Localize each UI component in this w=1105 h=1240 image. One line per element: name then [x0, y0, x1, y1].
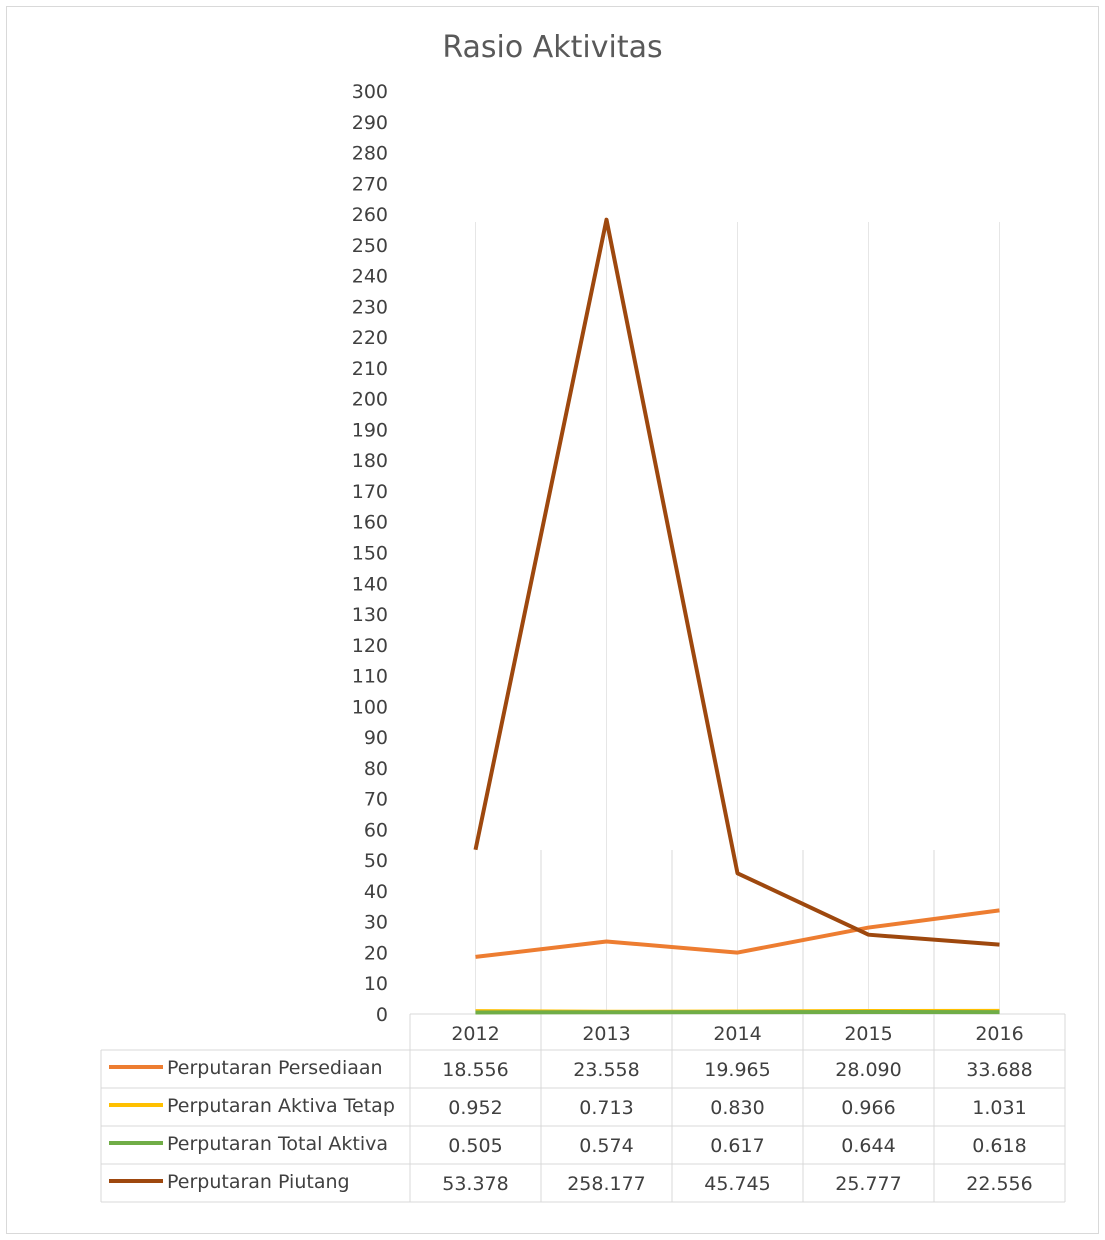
table-cell-value: 19.965	[704, 1059, 770, 1081]
table-cell-value: 0.617	[710, 1135, 764, 1157]
y-tick-label: 90	[364, 727, 388, 749]
y-tick-label: 290	[352, 112, 388, 134]
table-cell-value: 33.688	[966, 1059, 1032, 1081]
y-tick-label: 210	[352, 358, 388, 380]
y-tick-label: 260	[352, 204, 388, 226]
table-cell-value: 0.618	[972, 1135, 1026, 1157]
x-tick-label: 2013	[582, 1023, 630, 1045]
table-cell-value: 0.505	[448, 1135, 502, 1157]
table-cell-value: 0.574	[579, 1135, 633, 1157]
table-cell-value: 258.177	[567, 1173, 646, 1195]
legend-label: Perputaran Aktiva Tetap	[167, 1095, 395, 1117]
y-tick-label: 280	[352, 143, 388, 165]
y-tick-label: 240	[352, 266, 388, 288]
table-cell-value: 23.558	[573, 1059, 639, 1081]
y-tick-label: 170	[352, 481, 388, 503]
series-line	[475, 908, 1000, 959]
y-tick-label: 10	[364, 973, 388, 995]
x-tick-label: 2016	[975, 1023, 1023, 1045]
y-tick-label: 20	[364, 942, 388, 964]
table-cell-value: 0.952	[448, 1097, 502, 1119]
table-cell-value: 0.830	[710, 1097, 764, 1119]
table-cell-value: 25.777	[835, 1173, 901, 1195]
series-lines	[473, 217, 1000, 1015]
y-tick-label: 270	[352, 173, 388, 195]
x-tick-label: 2015	[844, 1023, 892, 1045]
table-cell-value: 53.378	[442, 1173, 508, 1195]
table-cell-value: 28.090	[835, 1059, 901, 1081]
y-tick-label: 0	[376, 1004, 388, 1026]
table-cell-value: 0.644	[841, 1135, 895, 1157]
y-tick-label: 130	[352, 604, 388, 626]
y-axis-ticks: 0 10 20 30 40 50 60 70 80 90 100 110 120 130 140 150 160…	[352, 81, 388, 1026]
y-tick-label: 180	[352, 450, 388, 472]
table-cell-value: 1.031	[972, 1097, 1026, 1119]
data-table: 2012 2013 2014 2015 2016 Perputaran Persediaa…	[100, 1013, 1066, 1203]
y-tick-label: 150	[352, 543, 388, 565]
series-line	[473, 217, 1000, 947]
y-tick-label: 50	[364, 850, 388, 872]
y-tick-label: 220	[352, 327, 388, 349]
legend-label: Perputaran Total Aktiva	[167, 1133, 388, 1155]
chart-area	[6, 6, 1099, 1234]
x-tick-label: 2014	[713, 1023, 761, 1045]
y-tick-label: 80	[364, 758, 388, 780]
y-tick-label: 230	[352, 296, 388, 318]
table-cell-value: 18.556	[442, 1059, 508, 1081]
legend-label: Perputaran Persediaan	[167, 1057, 383, 1079]
y-tick-label: 200	[352, 389, 388, 411]
y-tick-label: 110	[352, 666, 388, 688]
y-tick-label: 300	[352, 81, 388, 103]
legend-label: Perputaran Piutang	[167, 1171, 350, 1193]
y-tick-label: 100	[352, 696, 388, 718]
table-cell-value: 0.713	[579, 1097, 633, 1119]
y-tick-label: 190	[352, 419, 388, 441]
y-tick-label: 160	[352, 512, 388, 534]
y-tick-label: 40	[364, 881, 388, 903]
gridlines	[475, 222, 1000, 1014]
table-cell-value: 0.966	[841, 1097, 895, 1119]
chart-title: Rasio Aktivitas	[442, 30, 663, 65]
y-tick-label: 140	[352, 573, 388, 595]
table-cell-value: 45.745	[704, 1173, 770, 1195]
y-tick-label: 250	[352, 235, 388, 257]
x-tick-label: 2012	[451, 1023, 499, 1045]
y-tick-label: 70	[364, 789, 388, 811]
y-tick-label: 30	[364, 912, 388, 934]
table-cell-value: 22.556	[966, 1173, 1032, 1195]
y-tick-label: 60	[364, 819, 388, 841]
y-tick-label: 120	[352, 635, 388, 657]
